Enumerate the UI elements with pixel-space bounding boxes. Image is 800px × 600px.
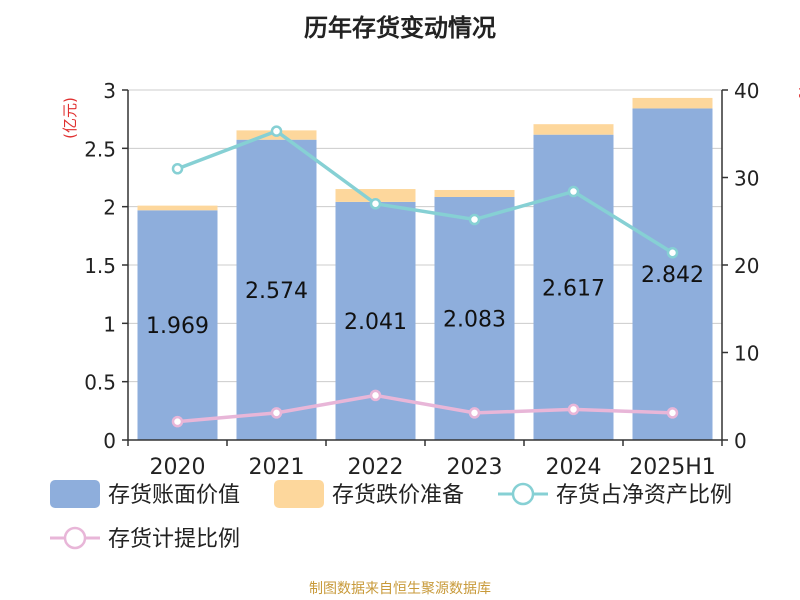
ratio-net-assets-point: [171, 163, 184, 175]
right-axis-tick-label: 10: [734, 342, 759, 366]
bar-value-label: 2.083: [443, 307, 506, 332]
grid-lines: [128, 89, 722, 383]
left-axis-unit: (亿元): [61, 97, 79, 139]
right-axis-tick-label: 40: [734, 79, 759, 103]
right-axis-tick-label: 20: [734, 254, 759, 278]
legend-swatch-line: [50, 524, 100, 552]
legend-label: 存货跌价准备: [332, 483, 465, 508]
bar-value-label: 2.842: [641, 263, 704, 288]
provision-ratio-point: [468, 407, 481, 419]
x-axis-tick-label: 2025H1: [629, 455, 716, 480]
bar-reserve: [335, 189, 416, 202]
bar-book-value: [236, 139, 317, 440]
bar-value-label: 2.617: [542, 276, 605, 301]
x-axis-tick-label: 2022: [348, 455, 404, 480]
ratio-net-assets-point: [270, 125, 283, 137]
source-note: 制图数据来自恒生聚源数据库: [309, 581, 491, 597]
provision-ratio-point: [270, 407, 283, 419]
left-axis-tick-label: 2.5: [84, 137, 116, 161]
bar-reserve: [632, 97, 713, 109]
x-axis-tick-label: 2023: [447, 455, 503, 480]
legend-label: 存货计提比例: [108, 527, 241, 552]
left-axis-tick-label: 0: [103, 429, 116, 453]
left-axis-tick-label: 1.5: [84, 254, 116, 278]
provision-ratio-point: [369, 389, 382, 402]
bar-book-value: [632, 108, 713, 440]
legend-label: 存货账面价值: [108, 483, 241, 508]
chart-title: 历年存货变动情况: [304, 14, 496, 42]
left-axis-tick-label: 0.5: [84, 371, 116, 395]
line-series: [171, 125, 679, 428]
legend-swatch-line: [498, 480, 548, 508]
data-labels: 1.969 2.574 2.041 2.083 2.617 2.842: [146, 263, 704, 339]
right-axis-tick-label: 0: [734, 429, 747, 453]
provision-ratio-point: [171, 415, 184, 428]
provision-ratio-point: [666, 407, 679, 419]
ratio-net-assets-line: [176, 129, 674, 255]
ratio-net-assets-point: [369, 198, 382, 210]
ratio-net-assets-point: [567, 185, 580, 198]
bar-value-label: 2.041: [344, 310, 407, 335]
bar-reserve: [434, 189, 515, 197]
ratio-net-assets-point: [666, 247, 679, 259]
ratio-net-assets-point: [468, 213, 481, 226]
legend-swatch-bar: [274, 480, 324, 508]
x-axis-tick-label: 2021: [249, 455, 305, 480]
x-axis-tick-label: 2020: [150, 455, 206, 480]
bar-reserve: [137, 205, 218, 211]
provision-ratio-line: [177, 393, 673, 424]
legend-swatch-bar: [50, 480, 100, 508]
bar-value-label: 2.574: [245, 279, 308, 304]
left-axis-tick-label: 2: [103, 196, 116, 220]
provision-ratio-point: [567, 403, 580, 416]
left-axis-tick-label: 1: [103, 312, 116, 336]
x-axis-tick-label: 2024: [546, 455, 602, 480]
legend-label: 存货占净资产比例: [556, 483, 733, 508]
right-axis-unit: %: [795, 85, 800, 99]
right-axis-tick-label: 30: [734, 167, 759, 191]
left-axis-tick-label: 3: [103, 79, 116, 103]
bar-book-value: [533, 134, 614, 440]
bar-value-label: 1.969: [146, 314, 209, 339]
bar-reserve: [533, 124, 614, 135]
bar-series: [137, 97, 713, 440]
bar-book-value: [434, 196, 515, 440]
bar-book-value: [137, 210, 218, 440]
